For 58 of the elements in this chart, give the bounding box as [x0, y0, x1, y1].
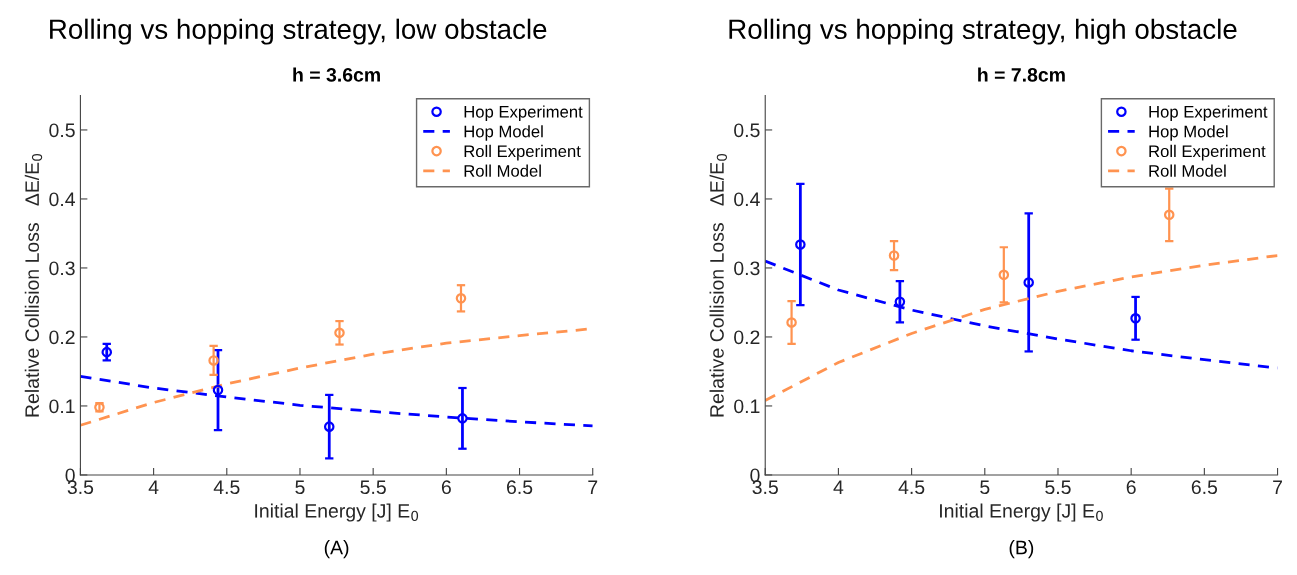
x-tick-label: 7: [588, 480, 598, 494]
point: [1023, 277, 1034, 288]
x-tick-label: 4: [833, 480, 844, 494]
point: [212, 384, 224, 396]
x-tick-label: 4.5: [898, 480, 925, 495]
legend-label: Hop Model: [1149, 125, 1228, 141]
legend-label: Hop Model: [464, 125, 543, 141]
x-tick-label: 5: [980, 480, 990, 495]
y-axis-title: Relative Collision Loss ΔE/E$_{0}$: [24, 153, 43, 417]
point: [894, 296, 906, 308]
y-tick-label: 0.5: [734, 123, 760, 138]
point: [323, 421, 335, 432]
x-axis-title: Initial Energy [J] E$_{0}$: [940, 503, 1103, 522]
x-tick-label: 5.5: [360, 480, 386, 495]
point: [334, 327, 345, 339]
chart-title: Rolling vs hopping strategy, low obstacle: [50, 18, 547, 45]
y-tick-label: 0.2: [734, 330, 760, 345]
point: [1163, 209, 1175, 221]
legend-label: Roll Experiment: [464, 144, 581, 161]
text: (B): [1009, 540, 1034, 559]
x-tick-label: 6.5: [507, 480, 533, 495]
text: (A): [324, 540, 349, 559]
y-tick-label: 0.4: [49, 192, 75, 207]
y-tick-label: 0.5: [49, 123, 75, 138]
x-tick-label: 4: [148, 480, 159, 494]
x-axis-title: Initial Energy [J] E$_{0}$: [255, 503, 419, 522]
point: [455, 293, 467, 304]
y-tick-label: 0.1: [49, 399, 75, 414]
point: [786, 317, 797, 328]
x-tick-label: 6: [1126, 480, 1136, 495]
x-tick-label: 4.5: [213, 480, 240, 495]
x-tick-label: 5: [295, 480, 305, 495]
x-tick-label: 5.5: [1045, 480, 1071, 495]
y-tick-label: 0.3: [49, 261, 75, 276]
x-tick-label: 6: [441, 480, 451, 495]
chart-subtitle: h = 3.6cm: [293, 67, 380, 82]
point: [101, 346, 113, 358]
chart-title: Rolling vs hopping strategy, high obstacle: [729, 18, 1237, 45]
y-tick-label: 0.1: [734, 399, 760, 414]
point: [208, 355, 219, 366]
legend-label: Roll Model: [464, 164, 541, 177]
point: [998, 269, 1010, 281]
legend-label: Roll Model: [1149, 164, 1226, 177]
legend-label: Roll Experiment: [1149, 144, 1266, 161]
y-tick-label: 0.4: [734, 192, 760, 207]
y-tick-label: 0.2: [49, 330, 75, 345]
chart-subtitle: h = 7.8cm: [978, 67, 1065, 82]
point: [795, 239, 806, 250]
y-axis-title: Relative Collision Loss ΔE/E$_{0}$: [709, 153, 728, 417]
legend-label: Hop Experiment: [1149, 105, 1268, 121]
x-tick-label: 6.5: [1191, 480, 1218, 495]
x-tick-label: 7: [1273, 480, 1282, 494]
legend-label: Hop Experiment: [464, 105, 583, 121]
point: [457, 413, 468, 424]
point: [888, 250, 900, 261]
line-series: [765, 254, 1278, 402]
point: [1130, 313, 1141, 324]
y-tick-label: 0.3: [734, 261, 760, 276]
